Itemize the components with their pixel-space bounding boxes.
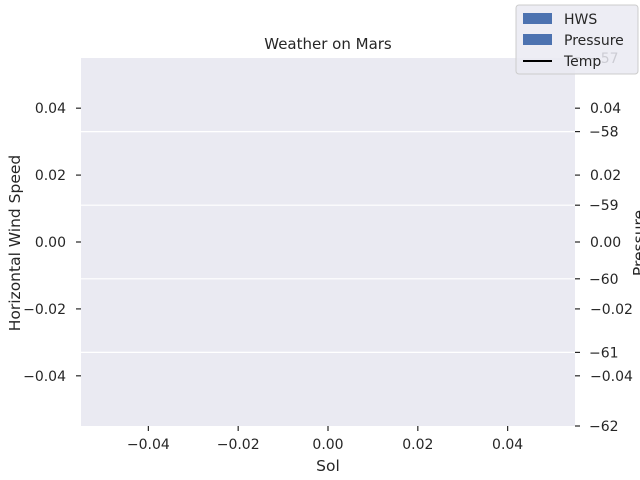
x-axis: −0.04 −0.02 0.00 0.02 0.04	[127, 426, 523, 453]
x-tick-label: 0.04	[492, 437, 523, 453]
y-right-temp-tick-label: −60	[589, 272, 619, 288]
grid-lines	[81, 131, 575, 353]
x-tick-label: −0.02	[217, 437, 260, 453]
y-right-temp-tick-label: −61	[589, 345, 619, 361]
y-left-tick-label: −0.02	[23, 302, 66, 318]
y-left-tick-label: −0.04	[23, 369, 66, 385]
y-axis-left-label: Horizontal Wind Speed	[6, 155, 24, 332]
legend-swatch	[523, 34, 552, 45]
legend: HWS Pressure Temp	[515, 4, 639, 75]
x-tick-label: −0.04	[127, 437, 170, 453]
y-right-pressure-tick-label: −0.04	[590, 369, 633, 385]
plot-area	[81, 58, 575, 426]
y-right-temp-tick-label: −62	[589, 419, 619, 435]
y-left-tick-label: 0.02	[35, 168, 66, 184]
y-right-temp-tick-label: −59	[589, 198, 619, 214]
x-axis-label: Sol	[316, 457, 340, 475]
y-left-tick-label: 0.04	[35, 101, 66, 117]
legend-label: Pressure	[564, 33, 624, 49]
y-right-pressure-tick-label: −0.02	[590, 302, 633, 318]
y-left-tick-label: 0.00	[35, 235, 66, 251]
x-tick-label: 0.02	[402, 437, 433, 453]
y-right-pressure-tick-label: 0.00	[590, 235, 621, 251]
x-tick-label: 0.00	[312, 437, 343, 453]
y-axis-right-pressure: −0.04 −0.02 0.00 0.02 0.04	[575, 101, 633, 385]
chart-title: Weather on Mars	[264, 35, 392, 53]
y-right-pressure-tick-label: 0.02	[590, 168, 621, 184]
legend-label: HWS	[564, 12, 597, 28]
legend-swatch	[523, 13, 552, 24]
y-right-temp-tick-label: −58	[589, 125, 619, 141]
y-axis-left: −0.04 −0.02 0.00 0.02 0.04	[23, 101, 81, 385]
y-axis-right-label: Pressure	[630, 210, 640, 276]
y-right-pressure-tick-label: 0.04	[590, 101, 621, 117]
legend-label: Temp	[563, 54, 601, 70]
